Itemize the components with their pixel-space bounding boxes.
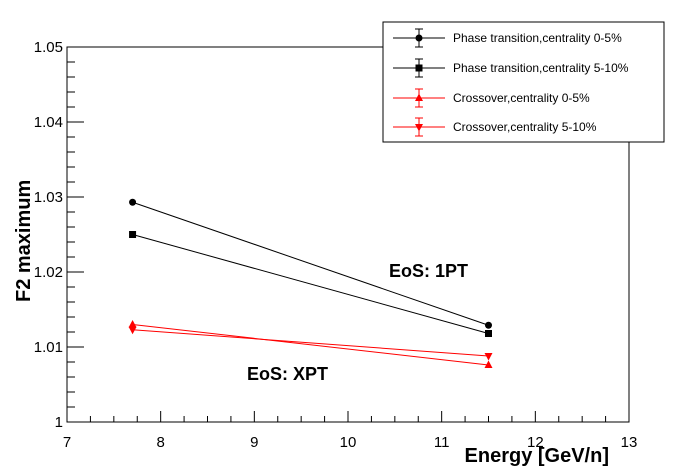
x-tick-label: 11 (434, 434, 450, 451)
data-point (128, 320, 137, 328)
y-tick-label: 1.03 (34, 189, 63, 206)
data-point (129, 198, 137, 206)
data-point (129, 231, 137, 238)
legend: Phase transition,centrality 0-5% Phase tr… (382, 21, 665, 143)
y-axis-title: F2 maximum (13, 180, 35, 302)
legend-marker (415, 124, 423, 132)
series-line (132, 324, 489, 366)
y-tick-label: 1 (55, 414, 63, 431)
annotation-eos-xpt: EoS: XPT (247, 364, 328, 384)
x-tick-label: 9 (250, 434, 258, 451)
series-2 (129, 231, 492, 337)
y-tick-label: 1.04 (34, 114, 63, 131)
data-point (485, 321, 492, 329)
legend-label: Phase transition,centrality 5-10% (453, 61, 629, 75)
data-point (128, 326, 137, 335)
series-layer (128, 198, 493, 368)
x-tick-label: 12 (527, 434, 544, 451)
series-1 (129, 198, 492, 329)
legend-entry-4: Crossover,centrality 5-10% (393, 117, 597, 137)
series-3 (128, 320, 493, 368)
y-tick-label: 1.02 (34, 264, 63, 281)
legend-entry-1: Phase transition,centrality 0-5% (393, 28, 622, 48)
legend-marker (415, 34, 423, 42)
data-point (484, 353, 493, 361)
legend-marker (415, 64, 423, 72)
series-4 (128, 326, 493, 361)
series-line (132, 201, 489, 326)
series-line (132, 234, 489, 334)
series-line (132, 329, 489, 357)
annotation-eos-1pt: EoS: 1PT (389, 261, 468, 281)
legend-marker (415, 93, 423, 101)
y-tick-label: 1.01 (34, 339, 63, 356)
data-point (484, 360, 493, 368)
x-axis-title: Energy [GeV/n] (465, 445, 609, 467)
x-tick-label: 13 (621, 434, 638, 451)
x-tick-label: 8 (156, 434, 164, 451)
data-point (485, 330, 492, 337)
axes: 7 8 9 10 11 12 13 1 1.01 1.02 1.03 1.04 1.05 (34, 39, 638, 451)
legend-box (382, 21, 665, 143)
legend-entry-2: Phase transition,centrality 5-10% (393, 58, 629, 78)
legend-entry-3: Crossover,centrality 0-5% (393, 88, 590, 108)
legend-label: Phase transition,centrality 0-5% (453, 31, 622, 45)
legend-label: Crossover,centrality 5-10% (453, 120, 597, 134)
x-tick-label: 10 (340, 434, 357, 451)
x-tick-label: 7 (63, 434, 71, 451)
legend-label: Crossover,centrality 0-5% (453, 91, 590, 105)
y-tick-label: 1.05 (34, 39, 63, 56)
